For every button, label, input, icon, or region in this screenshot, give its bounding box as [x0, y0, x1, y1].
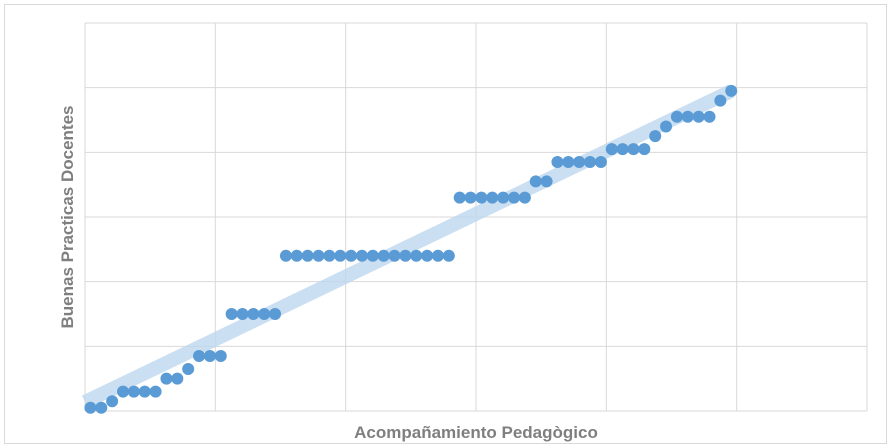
point	[431, 249, 444, 262]
point	[106, 395, 119, 408]
point	[84, 401, 97, 414]
point	[518, 191, 531, 204]
y-axis-label: Buenas Practicas Docentes	[58, 106, 77, 329]
point	[638, 143, 651, 156]
point	[573, 156, 586, 169]
point	[193, 350, 206, 363]
trendline	[81, 84, 735, 409]
point	[171, 372, 184, 385]
point	[725, 84, 738, 97]
point	[475, 191, 488, 204]
point	[301, 249, 314, 262]
point	[464, 191, 477, 204]
point	[660, 120, 673, 133]
point	[442, 249, 455, 262]
point	[540, 175, 553, 188]
point	[225, 308, 238, 320]
point	[258, 308, 271, 320]
point	[616, 143, 629, 156]
point	[95, 401, 108, 414]
point	[182, 362, 195, 375]
point	[323, 249, 336, 262]
point	[203, 350, 216, 363]
point	[236, 308, 249, 320]
point	[627, 143, 640, 156]
x-axis-label: Acompañamiento Pedagògico	[354, 423, 598, 442]
point	[312, 249, 325, 262]
point	[345, 249, 358, 262]
point	[529, 175, 542, 188]
point	[279, 249, 292, 262]
point	[410, 249, 423, 262]
point	[388, 249, 401, 262]
point	[138, 385, 151, 398]
point	[149, 385, 162, 398]
point	[355, 249, 368, 262]
point	[692, 110, 705, 123]
point	[714, 94, 727, 107]
point	[160, 372, 173, 385]
point	[366, 249, 379, 262]
point	[497, 191, 510, 204]
point	[117, 385, 130, 398]
point	[551, 156, 564, 169]
point	[605, 143, 618, 156]
point	[247, 308, 260, 320]
point	[486, 191, 499, 204]
point	[681, 110, 694, 123]
point	[334, 249, 347, 262]
point	[703, 110, 716, 123]
point	[269, 308, 282, 320]
point	[670, 110, 683, 123]
point	[594, 156, 607, 169]
point	[214, 350, 227, 363]
point	[584, 156, 597, 169]
point	[453, 191, 466, 204]
point	[377, 249, 390, 262]
point	[508, 191, 521, 204]
point	[127, 385, 140, 398]
point	[399, 249, 412, 262]
point	[562, 156, 575, 169]
point	[421, 249, 434, 262]
point	[649, 130, 662, 143]
point	[290, 249, 303, 262]
